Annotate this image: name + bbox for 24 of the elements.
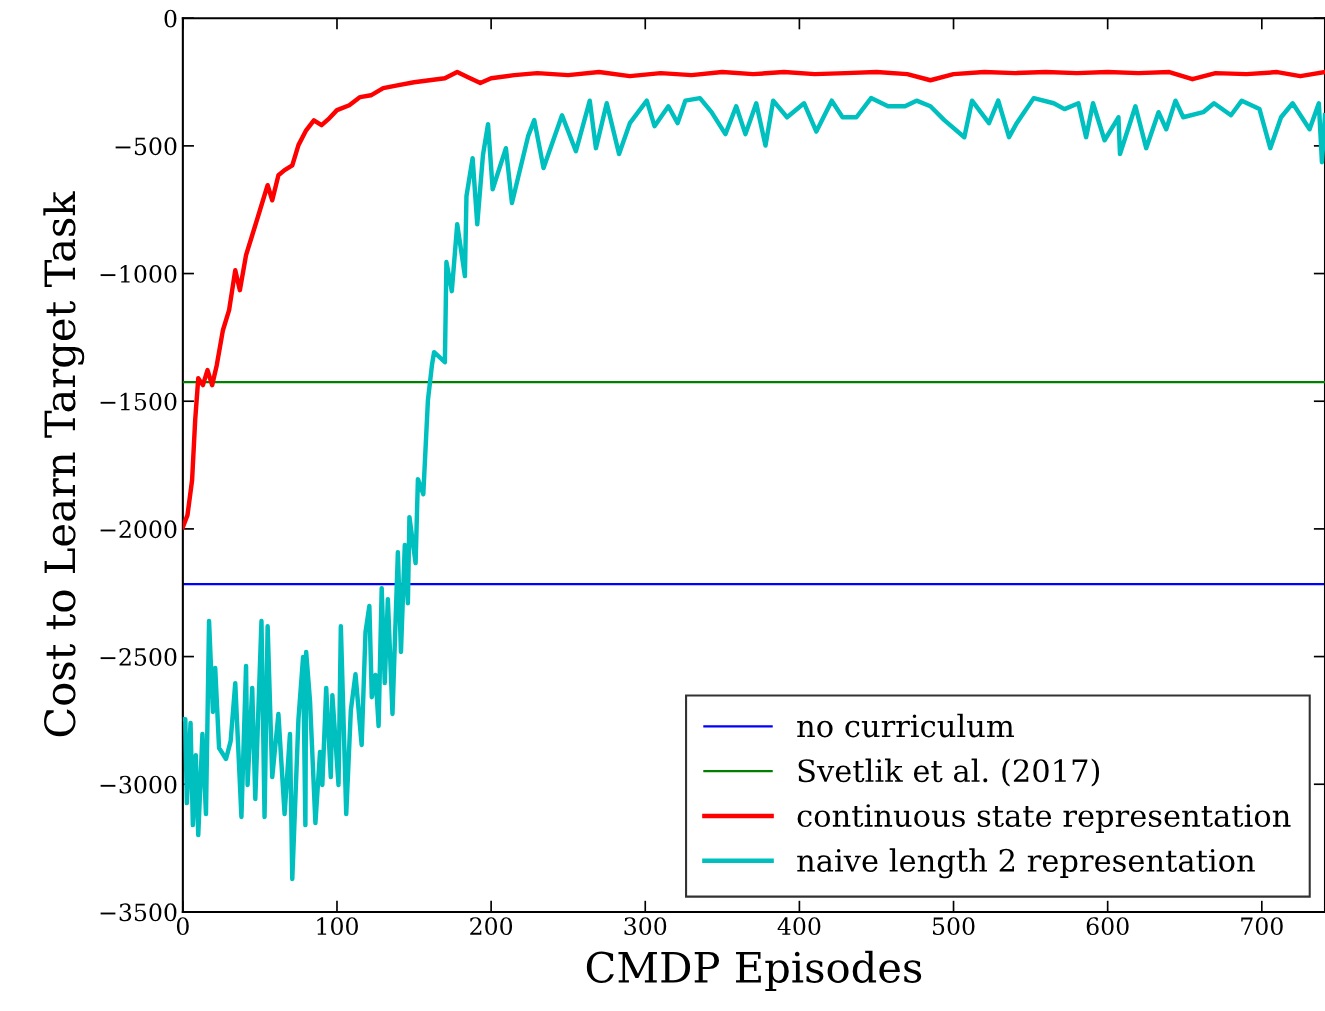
- x-tick-label: 400: [777, 917, 821, 936]
- legend-label: naive length 2 representation: [797, 848, 1255, 879]
- y-tick-label: −500: [115, 137, 177, 156]
- x-tick-label: 600: [1086, 917, 1129, 936]
- x-tick-label: 0: [176, 917, 189, 936]
- x-tick-label: 100: [317, 917, 358, 936]
- y-tick-label: 0: [164, 9, 177, 28]
- x-tick-label: 700: [1241, 917, 1283, 936]
- line-series: [182, 69, 1325, 530]
- y-tick-label: −1500: [100, 392, 177, 411]
- y-tick-label: −1000: [100, 264, 177, 283]
- y-tick-label: −3000: [100, 775, 177, 794]
- y-axis-title: Cost to Learn Target Task: [43, 191, 85, 737]
- legend-label: continuous state representation: [797, 804, 1291, 834]
- y-tick-label: −2500: [100, 648, 177, 666]
- x-tick-label: 500: [933, 917, 975, 936]
- line-series: [182, 95, 1325, 882]
- x-tick-label: 200: [470, 917, 513, 936]
- y-tick-label: −3500: [100, 903, 177, 922]
- legend-label: Svetlik et al. (2017): [798, 758, 1100, 787]
- y-tick-label: −2000: [100, 520, 177, 539]
- x-tick-label: 300: [624, 917, 667, 936]
- x-axis-title: CMDP Episodes: [586, 950, 922, 992]
- legend-label: no curriculum: [797, 713, 1015, 738]
